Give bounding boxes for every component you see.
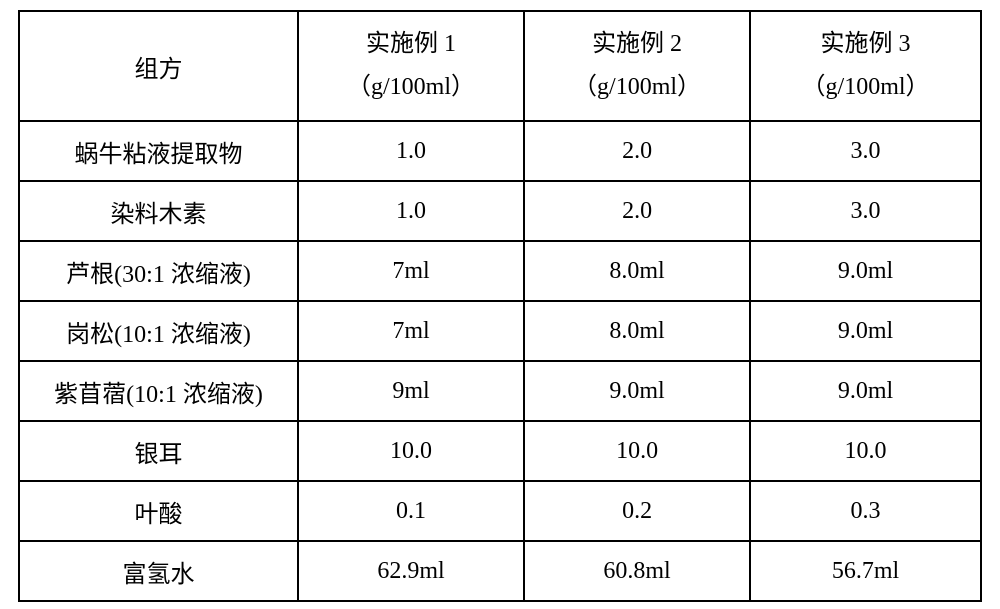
header-col-2: 实施例 2 （g/100ml） [524, 11, 750, 121]
row-label: 富氢水 [19, 541, 298, 601]
row-label: 紫苜蓿(10:1 浓缩液) [19, 361, 298, 421]
header-col-3: 实施例 3 （g/100ml） [750, 11, 981, 121]
cell: 2.0 [524, 121, 750, 181]
header-col-2-line1: 实施例 2 [525, 23, 749, 66]
header-col-3-line1: 实施例 3 [751, 23, 980, 66]
table-row: 富氢水 62.9ml 60.8ml 56.7ml [19, 541, 981, 601]
formulation-table: 组方 实施例 1 （g/100ml） 实施例 2 （g/100ml） 实施例 3… [18, 10, 982, 602]
header-col-1-line1: 实施例 1 [299, 23, 523, 66]
table-row: 蜗牛粘液提取物 1.0 2.0 3.0 [19, 121, 981, 181]
table-row: 岗松(10:1 浓缩液) 7ml 8.0ml 9.0ml [19, 301, 981, 361]
cell: 9.0ml [750, 361, 981, 421]
row-label: 蜗牛粘液提取物 [19, 121, 298, 181]
cell: 62.9ml [298, 541, 524, 601]
cell: 9.0ml [750, 301, 981, 361]
header-col-2-line2: （g/100ml） [525, 66, 749, 109]
cell: 1.0 [298, 181, 524, 241]
cell: 0.2 [524, 481, 750, 541]
table-row: 芦根(30:1 浓缩液) 7ml 8.0ml 9.0ml [19, 241, 981, 301]
cell: 9.0ml [524, 361, 750, 421]
header-col-1-line2: （g/100ml） [299, 66, 523, 109]
cell: 8.0ml [524, 301, 750, 361]
cell: 9.0ml [750, 241, 981, 301]
cell: 8.0ml [524, 241, 750, 301]
cell: 1.0 [298, 121, 524, 181]
table-row: 叶酸 0.1 0.2 0.3 [19, 481, 981, 541]
cell: 56.7ml [750, 541, 981, 601]
row-label: 叶酸 [19, 481, 298, 541]
header-col-3-line2: （g/100ml） [751, 66, 980, 109]
row-label: 芦根(30:1 浓缩液) [19, 241, 298, 301]
cell: 3.0 [750, 121, 981, 181]
cell: 7ml [298, 241, 524, 301]
row-label: 染料木素 [19, 181, 298, 241]
row-label: 银耳 [19, 421, 298, 481]
cell: 10.0 [298, 421, 524, 481]
cell: 9ml [298, 361, 524, 421]
page: 组方 实施例 1 （g/100ml） 实施例 2 （g/100ml） 实施例 3… [0, 0, 1000, 609]
table-header-row: 组方 实施例 1 （g/100ml） 实施例 2 （g/100ml） 实施例 3… [19, 11, 981, 121]
cell: 0.1 [298, 481, 524, 541]
cell: 10.0 [750, 421, 981, 481]
cell: 3.0 [750, 181, 981, 241]
table-row: 染料木素 1.0 2.0 3.0 [19, 181, 981, 241]
row-label: 岗松(10:1 浓缩液) [19, 301, 298, 361]
header-row-label: 组方 [19, 11, 298, 121]
cell: 60.8ml [524, 541, 750, 601]
cell: 2.0 [524, 181, 750, 241]
table-row: 紫苜蓿(10:1 浓缩液) 9ml 9.0ml 9.0ml [19, 361, 981, 421]
cell: 10.0 [524, 421, 750, 481]
header-col-1: 实施例 1 （g/100ml） [298, 11, 524, 121]
cell: 7ml [298, 301, 524, 361]
cell: 0.3 [750, 481, 981, 541]
table-row: 银耳 10.0 10.0 10.0 [19, 421, 981, 481]
